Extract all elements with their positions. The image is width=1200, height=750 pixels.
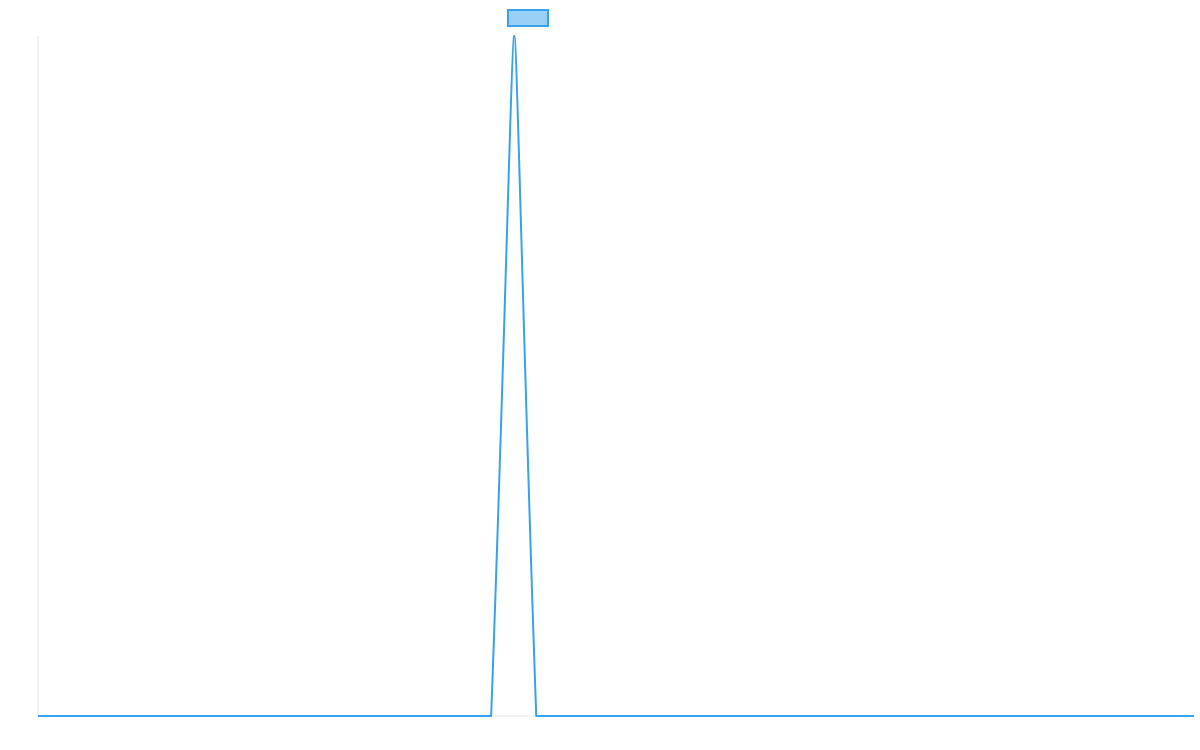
series-line[interactable] (38, 35, 1194, 717)
legend-swatch[interactable] (507, 9, 549, 27)
series-layer (38, 35, 1194, 717)
legend[interactable] (507, 9, 549, 27)
axes (37, 36, 1194, 717)
